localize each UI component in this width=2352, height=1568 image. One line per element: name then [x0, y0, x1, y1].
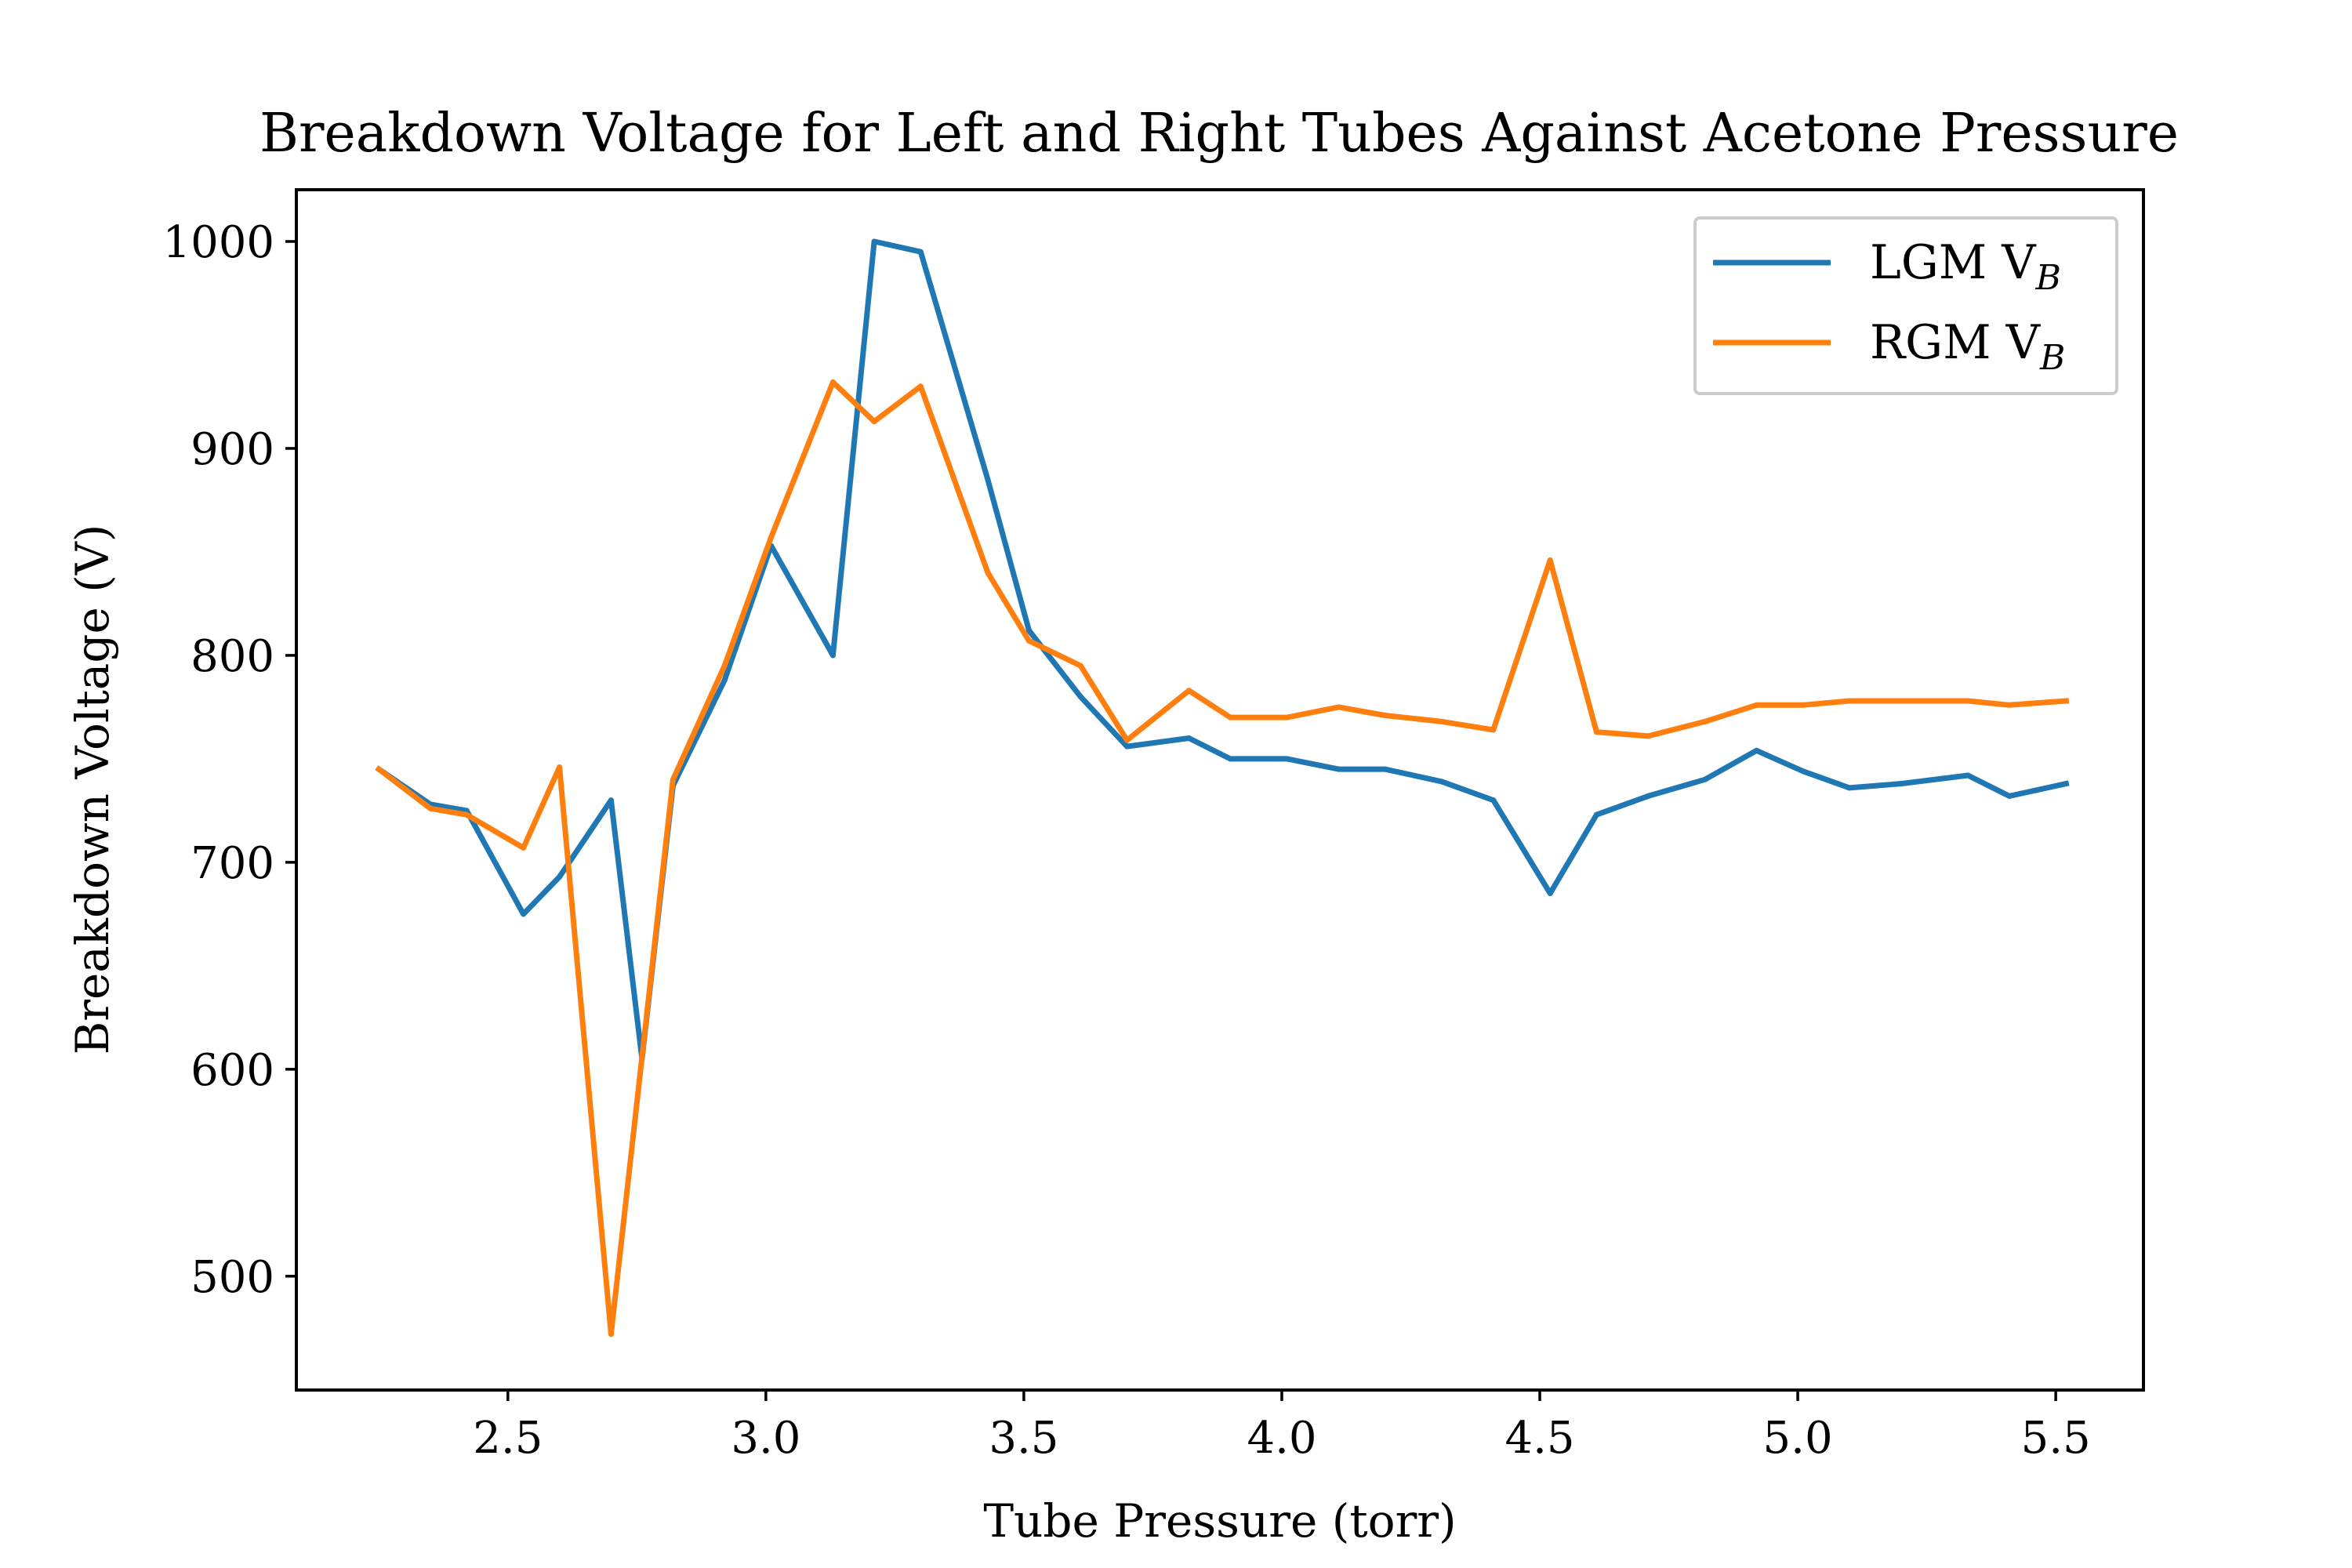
- data-point: [1382, 712, 1388, 718]
- data-point: [1124, 737, 1131, 743]
- x-tick-label: 4.0: [1247, 1413, 1316, 1464]
- data-point: [1645, 793, 1651, 799]
- data-point: [521, 911, 527, 917]
- data-point: [1898, 698, 1904, 704]
- data-point: [1439, 779, 1445, 785]
- data-point: [1124, 743, 1131, 750]
- series-layer: [375, 238, 2070, 1338]
- data-point: [1490, 797, 1497, 804]
- data-point: [608, 1331, 614, 1338]
- data-point: [1547, 557, 1553, 563]
- data-point: [768, 534, 774, 540]
- data-point: [1898, 781, 1904, 787]
- data-point: [670, 776, 676, 782]
- data-point: [985, 569, 991, 575]
- y-tick-label: 900: [191, 424, 274, 475]
- data-point: [1702, 776, 1708, 782]
- x-tick-label: 3.5: [989, 1413, 1058, 1464]
- data-point: [1284, 756, 1290, 762]
- data-point: [1227, 714, 1233, 720]
- x-tick-label: 3.0: [731, 1413, 800, 1464]
- data-point: [1077, 694, 1083, 700]
- data-point: [721, 677, 728, 684]
- data-point: [871, 419, 877, 425]
- data-point: [871, 238, 877, 245]
- data-point: [1965, 698, 1971, 704]
- data-point: [1965, 772, 1971, 779]
- data-point: [1382, 766, 1388, 772]
- data-point: [1753, 702, 1759, 708]
- data-point: [1186, 688, 1192, 694]
- y-tick-label: 700: [191, 838, 274, 889]
- y-tick-label: 600: [191, 1045, 274, 1096]
- data-point: [463, 811, 470, 818]
- legend-label-rgm: RGM VB: [1870, 315, 2065, 378]
- data-point: [829, 652, 836, 659]
- data-point: [1593, 729, 1599, 735]
- data-point: [557, 873, 563, 880]
- y-tick-label: 800: [191, 631, 274, 682]
- data-point: [1077, 662, 1083, 669]
- data-point: [608, 797, 614, 804]
- data-point: [1645, 733, 1651, 739]
- data-point: [376, 766, 382, 772]
- series-line-rgm: [375, 379, 2070, 1338]
- data-point: [521, 844, 527, 851]
- data-point: [1026, 627, 1033, 633]
- data-point: [1800, 702, 1806, 708]
- legend-label-rgm-subscript: B: [2039, 338, 2065, 378]
- data-point: [1702, 718, 1708, 724]
- data-point: [1335, 704, 1341, 710]
- data-point: [985, 477, 991, 483]
- y-axis-label: Breakdown Voltage (V): [66, 524, 119, 1055]
- plot-frame: [295, 188, 2145, 1392]
- data-point: [2063, 698, 2069, 704]
- x-tick-label: 4.5: [1504, 1413, 1574, 1464]
- data-point: [1026, 637, 1033, 644]
- data-point: [1335, 766, 1341, 772]
- data-point: [829, 379, 836, 385]
- y-axis-ticks: 500 600 700 800 900 1000: [162, 217, 296, 1303]
- data-point: [1284, 714, 1290, 720]
- data-point: [2006, 702, 2013, 708]
- data-point: [2006, 793, 2013, 799]
- data-point: [1439, 718, 1445, 724]
- x-tick-label: 5.0: [1763, 1413, 1833, 1464]
- data-point: [427, 805, 434, 811]
- plot-area: [295, 188, 2145, 1392]
- x-tick-label: 2.5: [473, 1413, 543, 1464]
- data-point: [917, 249, 924, 255]
- legend-label-rgm-main: RGM V: [1870, 315, 2042, 370]
- data-point: [1846, 698, 1853, 704]
- legend-label-lgm: LGM VB: [1870, 235, 2061, 298]
- chart-title: Breakdown Voltage for Left and Right Tub…: [260, 103, 2179, 165]
- data-point: [721, 662, 728, 669]
- data-point: [1800, 768, 1806, 775]
- y-tick-label: 1000: [162, 217, 274, 268]
- data-point: [1490, 727, 1497, 733]
- y-tick-label: 500: [191, 1252, 274, 1303]
- data-point: [1753, 747, 1759, 753]
- data-point: [1227, 756, 1233, 762]
- data-point: [917, 383, 924, 390]
- data-point: [1846, 785, 1853, 791]
- x-axis-ticks: 2.5 3.0 3.5 4.0 4.5 5.0 5.5: [473, 1390, 2091, 1464]
- x-tick-label: 5.5: [2021, 1413, 2091, 1464]
- data-point: [2063, 781, 2069, 787]
- data-point: [1547, 890, 1553, 896]
- x-axis-label: Tube Pressure (torr): [983, 1494, 1456, 1548]
- data-point: [1186, 735, 1192, 742]
- legend-label-lgm-subscript: B: [2035, 258, 2061, 298]
- data-point: [557, 764, 563, 770]
- legend-label-lgm-main: LGM V: [1870, 235, 2037, 290]
- legend: LGM VB RGM VB: [1693, 216, 2118, 395]
- data-point: [1593, 811, 1599, 818]
